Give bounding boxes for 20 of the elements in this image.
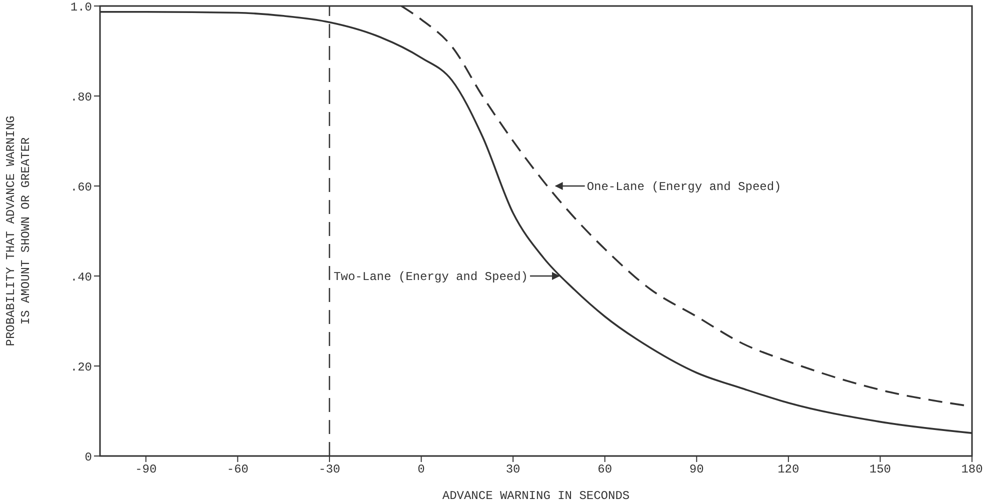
x-tick-label: 60 xyxy=(598,462,612,477)
x-tick-label: 90 xyxy=(689,462,704,477)
x-tick-label: 0 xyxy=(418,462,425,477)
x-tick-label: -90 xyxy=(135,462,157,477)
annotation: One-Lane (Energy and Speed) xyxy=(586,180,782,194)
y-tick-label: 1.0 xyxy=(70,0,92,14)
x-tick-label: 180 xyxy=(961,462,983,477)
x-tick-label: -60 xyxy=(226,462,248,477)
x-tick-label: 120 xyxy=(778,462,800,477)
y-tick-label: .40 xyxy=(70,270,92,284)
y-tick-label: 0 xyxy=(84,450,92,464)
x-tick-label: 150 xyxy=(869,462,892,477)
x-tick-label: -30 xyxy=(318,462,340,477)
x-axis-title: ADVANCE WARNING IN SECONDS xyxy=(442,489,630,501)
y-axis-title: PROBABILITY THAT ADVANCE WARNING IS AMOUNT SHOWN OR GREATER xyxy=(4,116,33,346)
annotation: Two-Lane (Energy and Speed) xyxy=(334,270,528,284)
y-tick-label: .80 xyxy=(70,90,92,104)
x-tick-label: 30 xyxy=(506,462,520,477)
y-tick-label: .20 xyxy=(70,360,92,374)
y-tick-label: .60 xyxy=(70,180,92,194)
